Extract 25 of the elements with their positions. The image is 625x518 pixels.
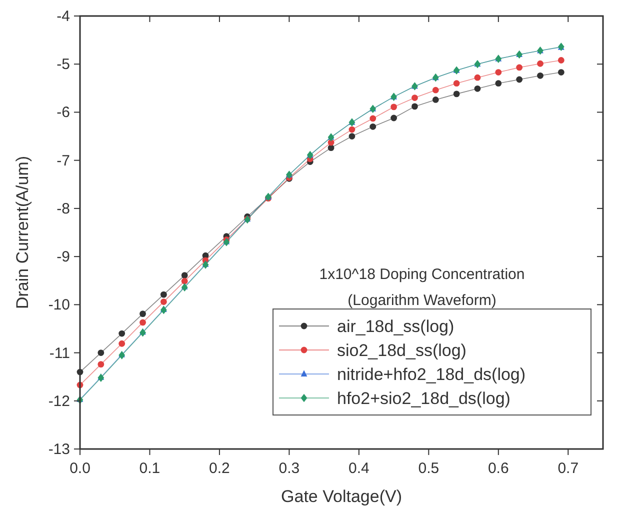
y-axis-title: Drain Current(A/um)	[13, 156, 32, 310]
y-tick-label: -8	[56, 200, 70, 218]
x-axis-title: Gate Voltage(V)	[281, 487, 402, 506]
x-tick-label: 0.0	[70, 460, 90, 477]
legend-label: air_18d_ss(log)	[337, 317, 454, 336]
y-tick-label: -11	[49, 344, 70, 362]
x-tick-label: 0.2	[209, 460, 230, 477]
y-tick-label: -13	[48, 441, 70, 458]
legend-label: hfo2+sio2_18d_ds(log)	[337, 389, 510, 408]
y-tick-label: -4	[56, 8, 70, 25]
x-tick-label: 0.4	[348, 460, 370, 477]
y-tick-label: -6	[56, 104, 70, 122]
x-tick-label: 0.1	[139, 460, 160, 477]
y-tick-label: -9	[56, 248, 70, 266]
x-tick-label: 0.7	[558, 460, 579, 477]
legend-label: nitride+hfo2_18d_ds(log)	[337, 365, 526, 384]
legend-label: sio2_18d_ss(log)	[337, 341, 466, 360]
y-tick-label: -7	[56, 152, 70, 170]
y-tick-label: -12	[48, 392, 70, 410]
y-tick-label: -10	[48, 296, 70, 314]
x-tick-label: 0.3	[278, 460, 300, 477]
y-tick-label: -5	[56, 56, 70, 74]
legend-title: 1x10^18 Doping Concentration (Logarithm Waveform)	[319, 266, 525, 309]
x-tick-label: 0.5	[418, 460, 440, 477]
x-tick-label: 0.6	[488, 460, 509, 477]
